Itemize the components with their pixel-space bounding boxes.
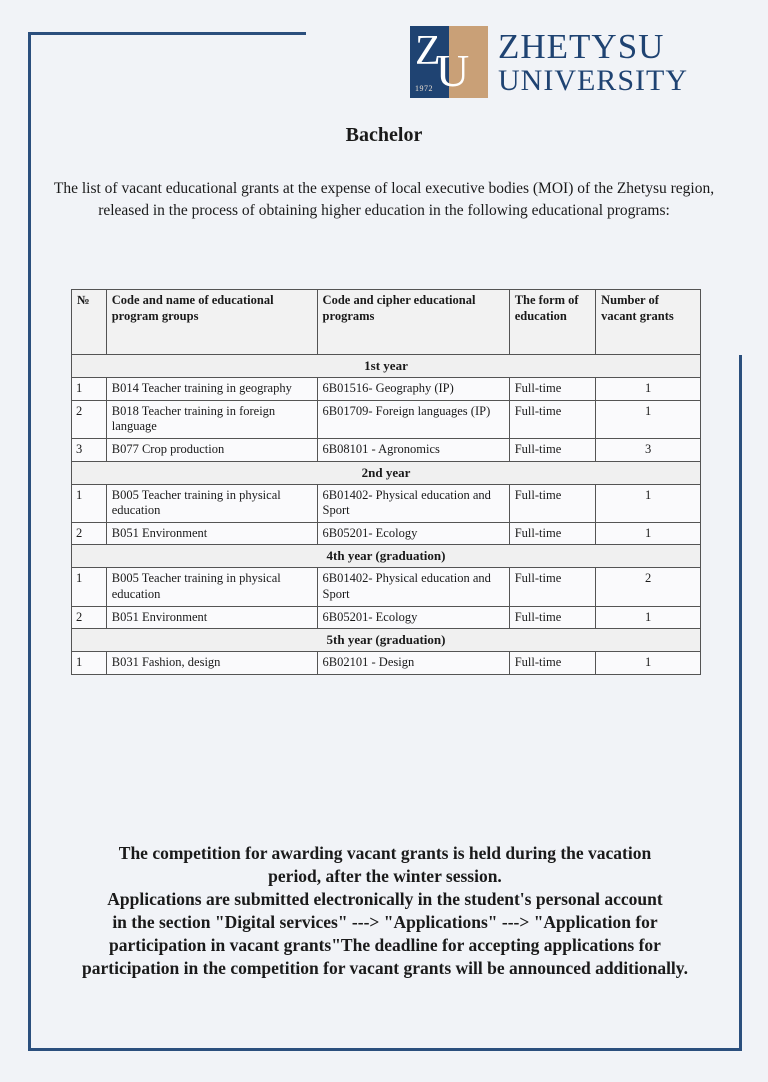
table-section-header-row: 5th year (graduation)	[71, 628, 701, 653]
column-header-form: The form of education	[508, 289, 597, 355]
cell-program-code: 6B08101 - Agronomics	[316, 437, 510, 462]
table-row: 2 B051 Environment 6B05201- Ecology Full-ti…	[71, 605, 701, 630]
cell-program-code: 6B02101 - Design	[316, 651, 510, 675]
table-section-label: 4th year (graduation)	[71, 544, 701, 569]
table-section-label: 1st year	[71, 354, 701, 378]
intro-paragraph: The list of vacant educational grants at…	[53, 180, 715, 220]
footer-line-4: in the section "Digital services" ---> "…	[112, 912, 658, 933]
frame-right-line	[739, 355, 742, 1051]
cell-program-code: 6B01709- Foreign languages (IP)	[316, 399, 510, 439]
logo-wordmark: ZHETYSU UNIVERSITY	[498, 29, 688, 96]
cell-program-group: B051 Environment	[105, 605, 318, 630]
logo-letter-u: U	[436, 45, 470, 96]
cell-no: 2	[71, 521, 107, 546]
cell-program-group: B014 Teacher training in geography	[105, 377, 318, 401]
table-row: 2 B051 Environment 6B05201- Ecology Full-ti…	[71, 521, 701, 546]
vacant-grants-table: № Code and name of educational program g…	[71, 289, 701, 675]
university-logo: Z 1972 U ZHETYSU UNIVERSITY	[410, 24, 688, 100]
cell-program-group: B005 Teacher training in physical educat…	[105, 483, 318, 523]
cell-education-form: Full-time	[508, 567, 597, 607]
footer-line-3: Applications are submitted electronicall…	[107, 889, 663, 910]
table-section-label: 2nd year	[71, 460, 701, 485]
column-header-program: Code and cipher educational programs	[316, 289, 510, 355]
cell-no: 1	[71, 483, 107, 523]
logo-wordmark-line1: ZHETYSU	[498, 26, 665, 66]
cell-program-group: B077 Crop production	[105, 437, 318, 462]
logo-wordmark-line2: UNIVERSITY	[498, 63, 688, 97]
table-row: 2 B018 Teacher training in foreign langua…	[71, 399, 701, 439]
footer-line-2: period, after the winter session.	[268, 866, 502, 887]
logo-letter-z: Z	[415, 28, 441, 74]
column-header-group: Code and name of educational program gro…	[105, 289, 318, 355]
cell-education-form: Full-time	[508, 377, 597, 401]
cell-no: 1	[71, 377, 107, 401]
cell-vacant-count: 1	[595, 399, 701, 439]
frame-left-line	[28, 32, 31, 1051]
frame-bottom-line	[28, 1048, 742, 1051]
cell-no: 2	[71, 399, 107, 439]
cell-education-form: Full-time	[508, 651, 597, 675]
table-section-header-row: 4th year (graduation)	[71, 544, 701, 569]
column-header-count: Number of vacant grants	[595, 289, 701, 355]
cell-vacant-count: 3	[595, 437, 701, 462]
page-title: Bachelor	[345, 124, 423, 146]
cell-education-form: Full-time	[508, 605, 597, 630]
cell-program-group: B005 Teacher training in physical educat…	[105, 567, 318, 607]
cell-no: 1	[71, 567, 107, 607]
cell-vacant-count: 1	[595, 483, 701, 523]
logo-blue-square: Z 1972	[410, 26, 449, 98]
table-body: 1st year 1 B014 Teacher training in geogra…	[71, 354, 701, 675]
cell-program-code: 6B01516- Geography (IP)	[316, 377, 510, 401]
cell-no: 3	[71, 437, 107, 462]
cell-program-group: B018 Teacher training in foreign languag…	[105, 399, 318, 439]
table-section-header-row: 2nd year	[71, 460, 701, 485]
table-section-label: 5th year (graduation)	[71, 628, 701, 653]
cell-program-code: 6B05201- Ecology	[316, 605, 510, 630]
cell-program-group: B051 Environment	[105, 521, 318, 546]
table-header-row: № Code and name of educational program g…	[71, 289, 701, 355]
table-row: 1 B005 Teacher training in physical educa…	[71, 483, 701, 523]
cell-program-code: 6B01402- Physical education and Sport	[316, 483, 510, 523]
footer-line-1: The competition for awarding vacant gran…	[118, 843, 652, 863]
table-section-header-row: 1st year	[71, 354, 701, 378]
cell-vacant-count: 1	[595, 377, 701, 401]
table-row: 1 B005 Teacher training in physical educa…	[71, 567, 701, 607]
cell-vacant-count: 1	[595, 605, 701, 630]
cell-education-form: Full-time	[508, 437, 597, 462]
cell-program-group: B031 Fashion, design	[105, 651, 318, 675]
cell-program-code: 6B01402- Physical education and Sport	[316, 567, 510, 607]
cell-program-code: 6B05201- Ecology	[316, 521, 510, 546]
footer-line-5: participation in vacant grants"The deadl…	[109, 935, 661, 956]
cell-no: 2	[71, 605, 107, 630]
cell-vacant-count: 1	[595, 651, 701, 675]
table-header: № Code and name of educational program g…	[71, 289, 701, 355]
logo-tan-square: U	[436, 26, 488, 98]
cell-education-form: Full-time	[508, 521, 597, 546]
cell-no: 1	[71, 651, 107, 675]
table-row: 3 B077 Crop production 6B08101 - Agronomic…	[71, 437, 701, 462]
frame-top-left-line	[28, 32, 306, 35]
cell-education-form: Full-time	[508, 399, 597, 439]
table-row: 1 B031 Fashion, design 6B02101 - Design Ful…	[71, 651, 701, 675]
logo-mark-icon: Z 1972 U	[410, 26, 488, 98]
cell-education-form: Full-time	[508, 483, 597, 523]
logo-founding-year: 1972	[415, 84, 433, 93]
footer-line-6: participation in the competition for vac…	[82, 958, 688, 979]
cell-vacant-count: 2	[595, 567, 701, 607]
column-header-no: №	[71, 289, 107, 355]
footer-notice: The competition for awarding vacant gran…	[34, 842, 736, 981]
cell-vacant-count: 1	[595, 521, 701, 546]
table-row: 1 B014 Teacher training in geography 6B015…	[71, 377, 701, 401]
